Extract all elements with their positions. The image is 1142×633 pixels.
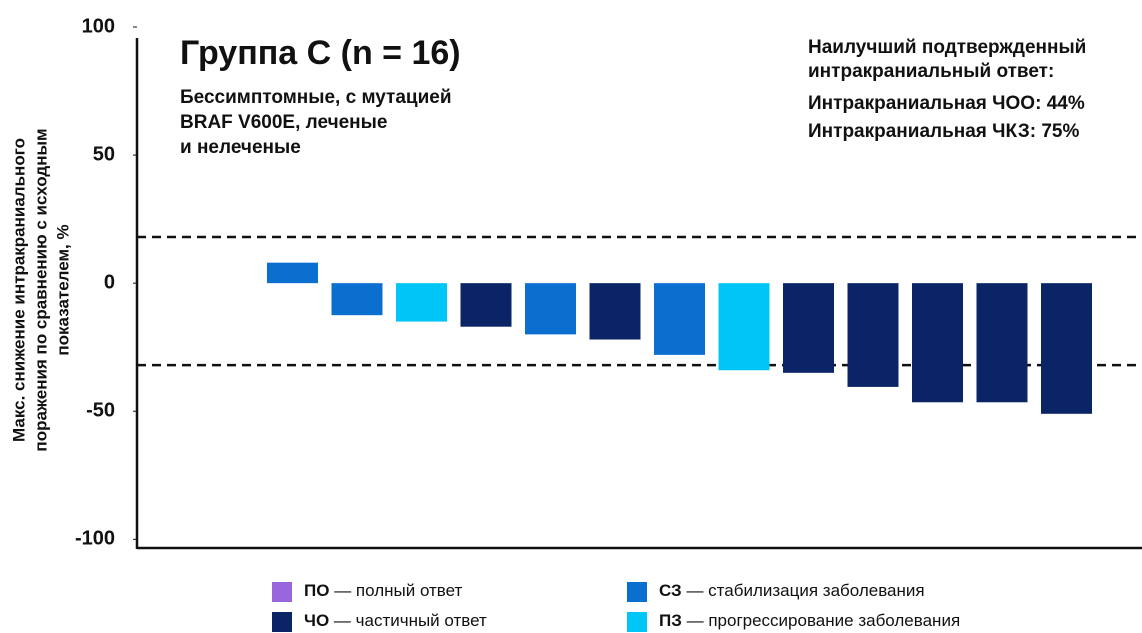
- bar: [267, 262, 318, 284]
- legend-text: — прогрессирование заболевания: [687, 611, 961, 630]
- annotation: Интракраниальная ЧКЗ: 75%: [808, 121, 1079, 142]
- subtitle: Бессимптомные, с мутацией: [180, 87, 452, 108]
- bar: [525, 283, 576, 335]
- legend-text: — полный ответ: [334, 581, 462, 600]
- y-tick-label: 50: [93, 143, 115, 165]
- legend-code: ПЗ: [659, 611, 682, 630]
- bar: [718, 283, 770, 371]
- y-axis-label-line: поражения по сравнению с исходным: [31, 128, 50, 451]
- bar: [460, 283, 512, 327]
- subtitle: BRAF V600E, леченые: [180, 112, 387, 133]
- bar: [783, 283, 834, 373]
- legend-swatch: [272, 612, 292, 632]
- chart-title: Группа С (n = 16): [180, 34, 461, 72]
- y-axis-label: Макс. снижение интракраниального поражени…: [9, 128, 72, 451]
- legend-text: — частичный ответ: [334, 611, 487, 630]
- legend-code: СЗ: [659, 581, 682, 600]
- y-axis-label-line: показателем, %: [53, 224, 72, 355]
- annotation: интракраниальный ответ:: [808, 61, 1054, 82]
- legend-label: ПО — полный ответ: [304, 581, 463, 600]
- y-axis-label-line: Макс. снижение интракраниального: [9, 138, 28, 442]
- bar: [396, 283, 447, 322]
- bar: [331, 283, 383, 316]
- bar: [1041, 283, 1092, 414]
- legend-label: ЧО — частичный ответ: [304, 611, 487, 630]
- y-tick-label: -100: [75, 528, 115, 550]
- bar: [912, 283, 963, 403]
- legend-label: СЗ — стабилизация заболевания: [659, 581, 925, 600]
- annotation: Наилучший подтвержденный: [808, 37, 1086, 58]
- legend-code: ПО: [304, 581, 329, 600]
- y-tick-label: 0: [104, 271, 115, 293]
- bar: [976, 283, 1028, 403]
- bar: [589, 283, 641, 340]
- annotation: Интракраниальная ЧОО: 44%: [808, 93, 1085, 114]
- y-tick-label: -50: [86, 400, 115, 422]
- legend-swatch: [627, 582, 647, 602]
- subtitle: и нелеченые: [180, 137, 301, 158]
- bar: [847, 283, 899, 387]
- legend-text: — стабилизация заболевания: [686, 581, 924, 600]
- bar: [654, 283, 705, 355]
- legend-label: ПЗ — прогрессирование заболевания: [659, 611, 960, 630]
- legend-swatch: [627, 612, 647, 632]
- legend-code: ЧО: [304, 611, 329, 630]
- legend-swatch: [272, 582, 292, 602]
- y-tick-label: 100: [82, 15, 115, 37]
